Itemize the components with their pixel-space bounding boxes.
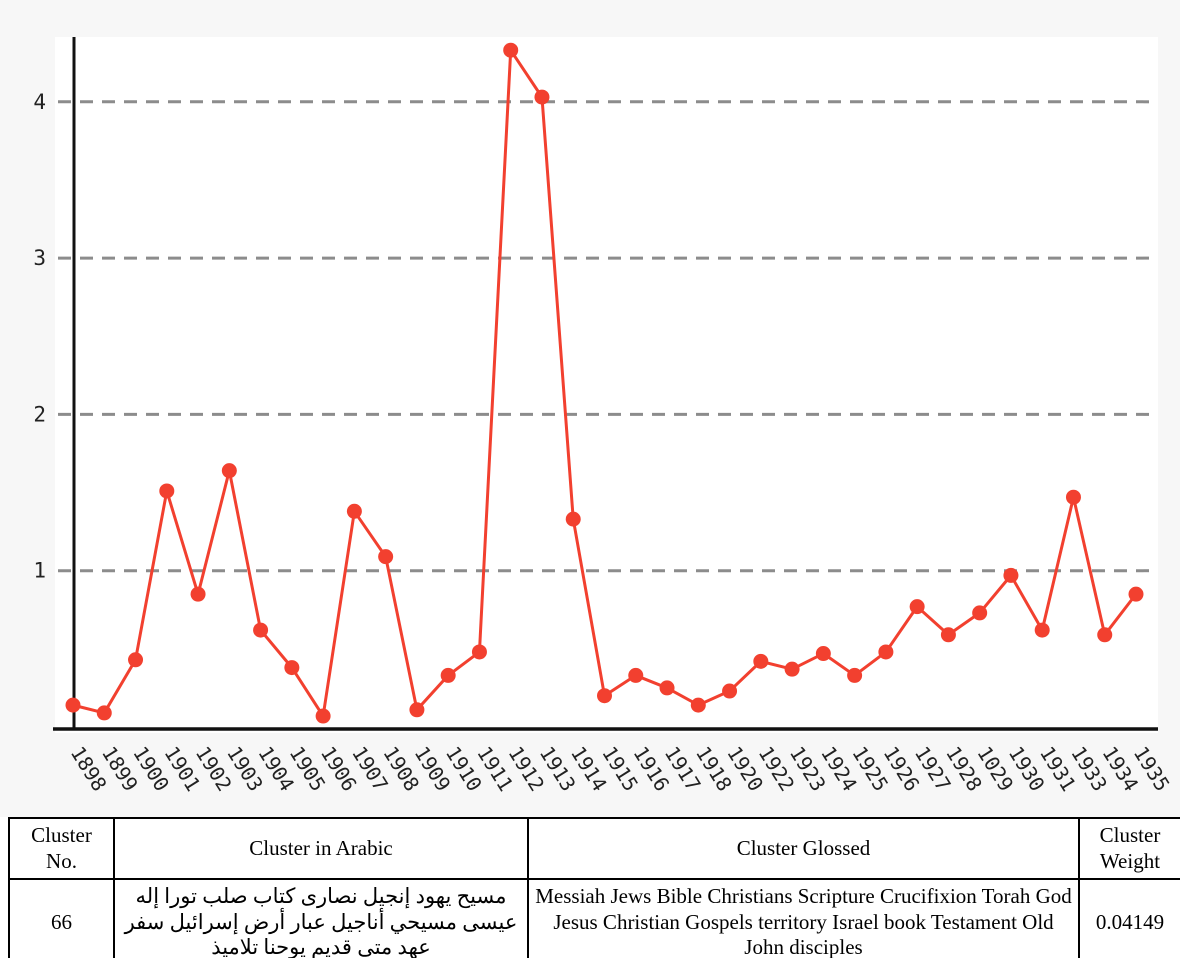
axes (53, 37, 1158, 731)
svg-text:4: 4 (33, 90, 46, 114)
table-data-row: 66 مسيح يهود إنجيل نصارى كتاب صلب تورا إ… (8, 878, 1180, 958)
cell-cluster-weight: 0.04149 (1078, 878, 1180, 958)
chart-region: 1 2 3 4 1898 1899 1900 1901 1902 1903 1904 1905 1906… (33, 37, 1175, 796)
header-cluster-weight: Cluster Weight (1078, 816, 1180, 881)
cell-cluster-arabic: مسيح يهود إنجيل نصارى كتاب صلب تورا إله … (113, 878, 529, 958)
y-tick-labels: 1 2 3 4 (33, 90, 46, 583)
cluster-table: Cluster No. Cluster in Arabic Cluster Gl… (8, 816, 1180, 958)
x-tick-labels: 1898189919001901190219031904190519061907… (66, 742, 1175, 796)
table-header-row: Cluster No. Cluster in Arabic Cluster Gl… (8, 816, 1180, 881)
gridlines (58, 100, 1158, 573)
header-cluster-no: Cluster No. (8, 816, 115, 881)
cell-cluster-glossed: Messiah Jews Bible Christians Scripture … (527, 878, 1080, 958)
svg-text:2: 2 (33, 402, 46, 426)
header-cluster-arabic: Cluster in Arabic (113, 816, 529, 881)
timeseries-line-chart: 1 2 3 4 189818991900190119021903190419051906… (33, 37, 1175, 796)
svg-text:3: 3 (33, 246, 46, 270)
cell-cluster-no: 66 (8, 878, 115, 958)
svg-text:1: 1 (33, 559, 46, 583)
header-cluster-glossed: Cluster Glossed (527, 816, 1080, 881)
cluster-info-table: Cluster No. Cluster in Arabic Cluster Gl… (8, 816, 1180, 958)
data-points (65, 42, 1144, 724)
